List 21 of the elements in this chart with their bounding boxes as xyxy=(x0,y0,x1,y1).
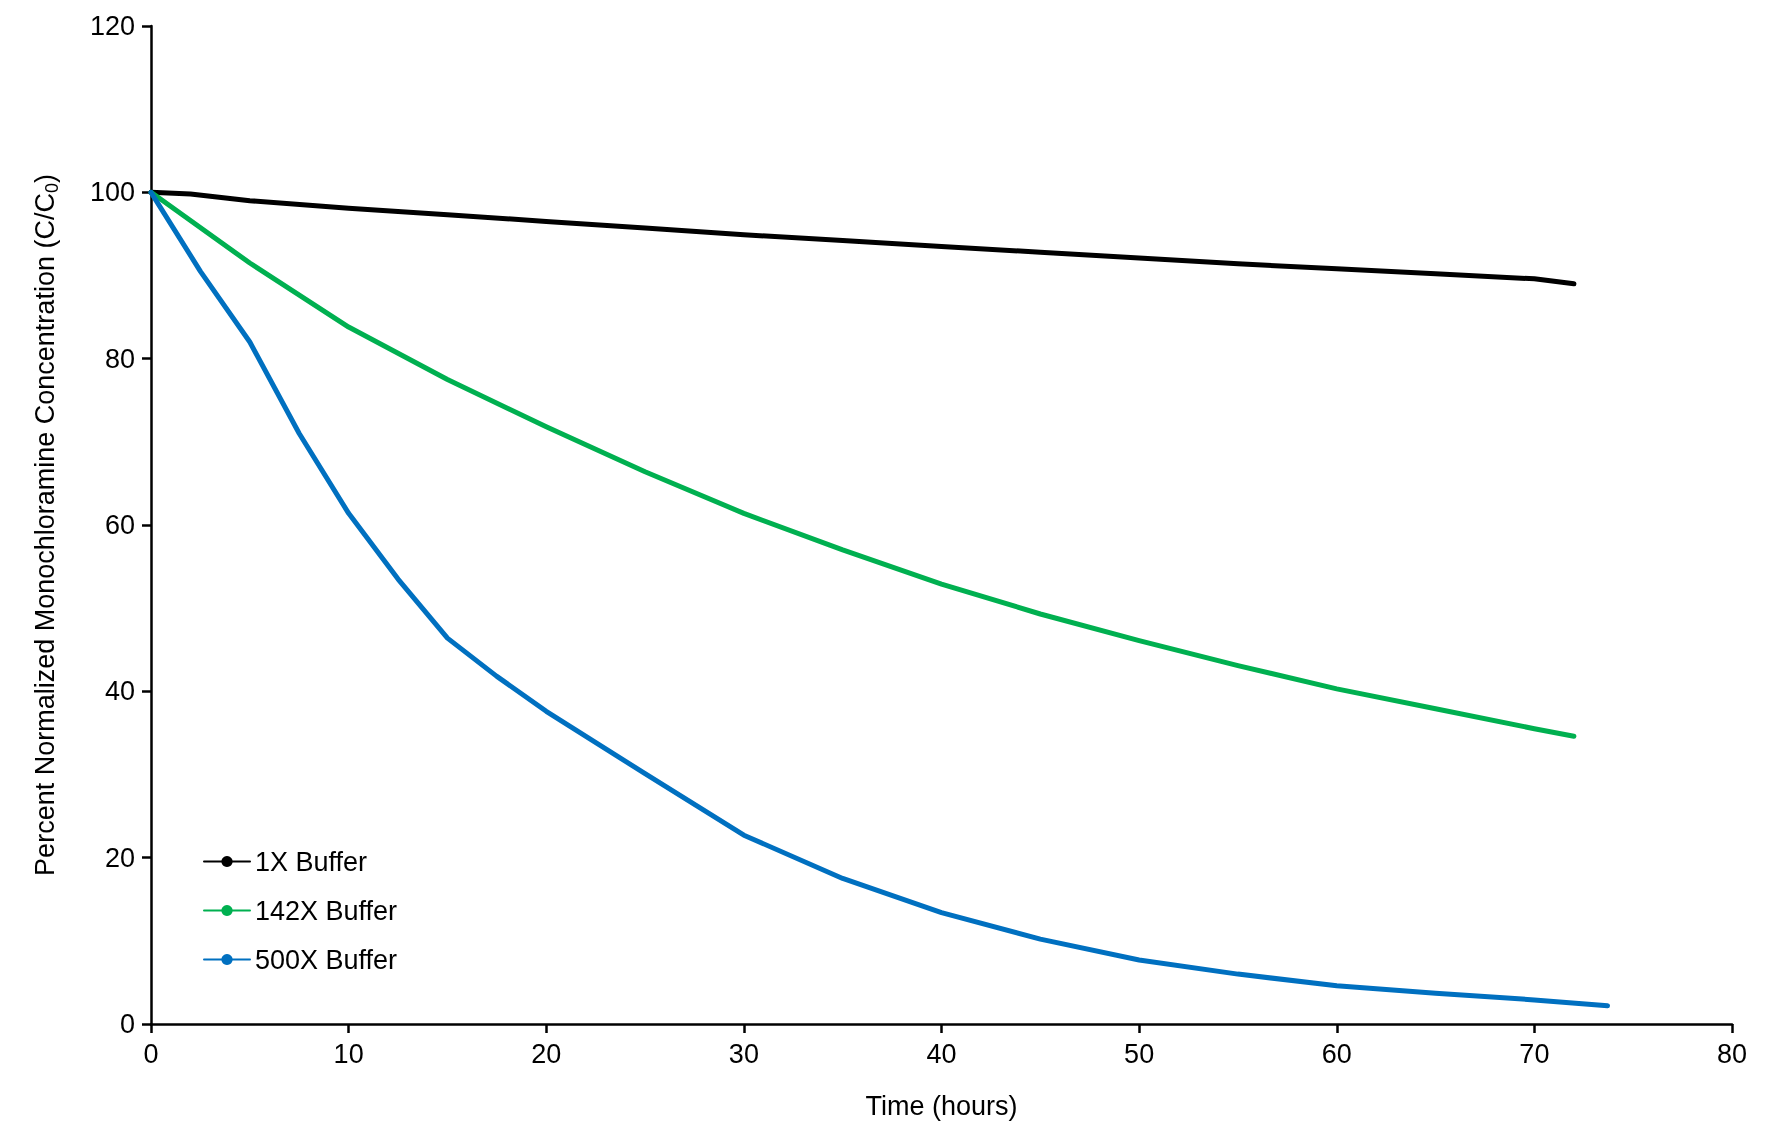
x-tick-label: 20 xyxy=(531,1038,562,1069)
legend-label: 1X Buffer xyxy=(255,846,368,877)
y-tick-label: 80 xyxy=(104,343,135,374)
x-tick-label: 60 xyxy=(1321,1038,1352,1069)
y-tick-label: 120 xyxy=(89,11,135,41)
x-tick-label: 70 xyxy=(1519,1038,1550,1069)
x-tick-label: 10 xyxy=(333,1038,364,1069)
x-tick-label: 30 xyxy=(728,1038,759,1069)
y-tick-label: 100 xyxy=(89,177,135,208)
y-tick-label: 20 xyxy=(104,842,135,873)
x-tick-label: 80 xyxy=(1716,1038,1748,1069)
x-tick-label: 50 xyxy=(1124,1038,1155,1069)
x-axis-title: Time (hours) xyxy=(865,1090,1018,1121)
y-axis-title: Percent Normalized Monochloramine Concentration (C/C0) xyxy=(30,174,62,876)
y-tick-label: 60 xyxy=(104,510,135,540)
y-tick-label: 0 xyxy=(119,1009,135,1039)
legend-label: 142X Buffer xyxy=(255,895,398,926)
legend-label: 500X Buffer xyxy=(255,944,398,975)
y-tick-label: 40 xyxy=(104,676,135,707)
x-tick-label: 40 xyxy=(926,1038,957,1069)
x-tick-label: 0 xyxy=(143,1038,159,1069)
